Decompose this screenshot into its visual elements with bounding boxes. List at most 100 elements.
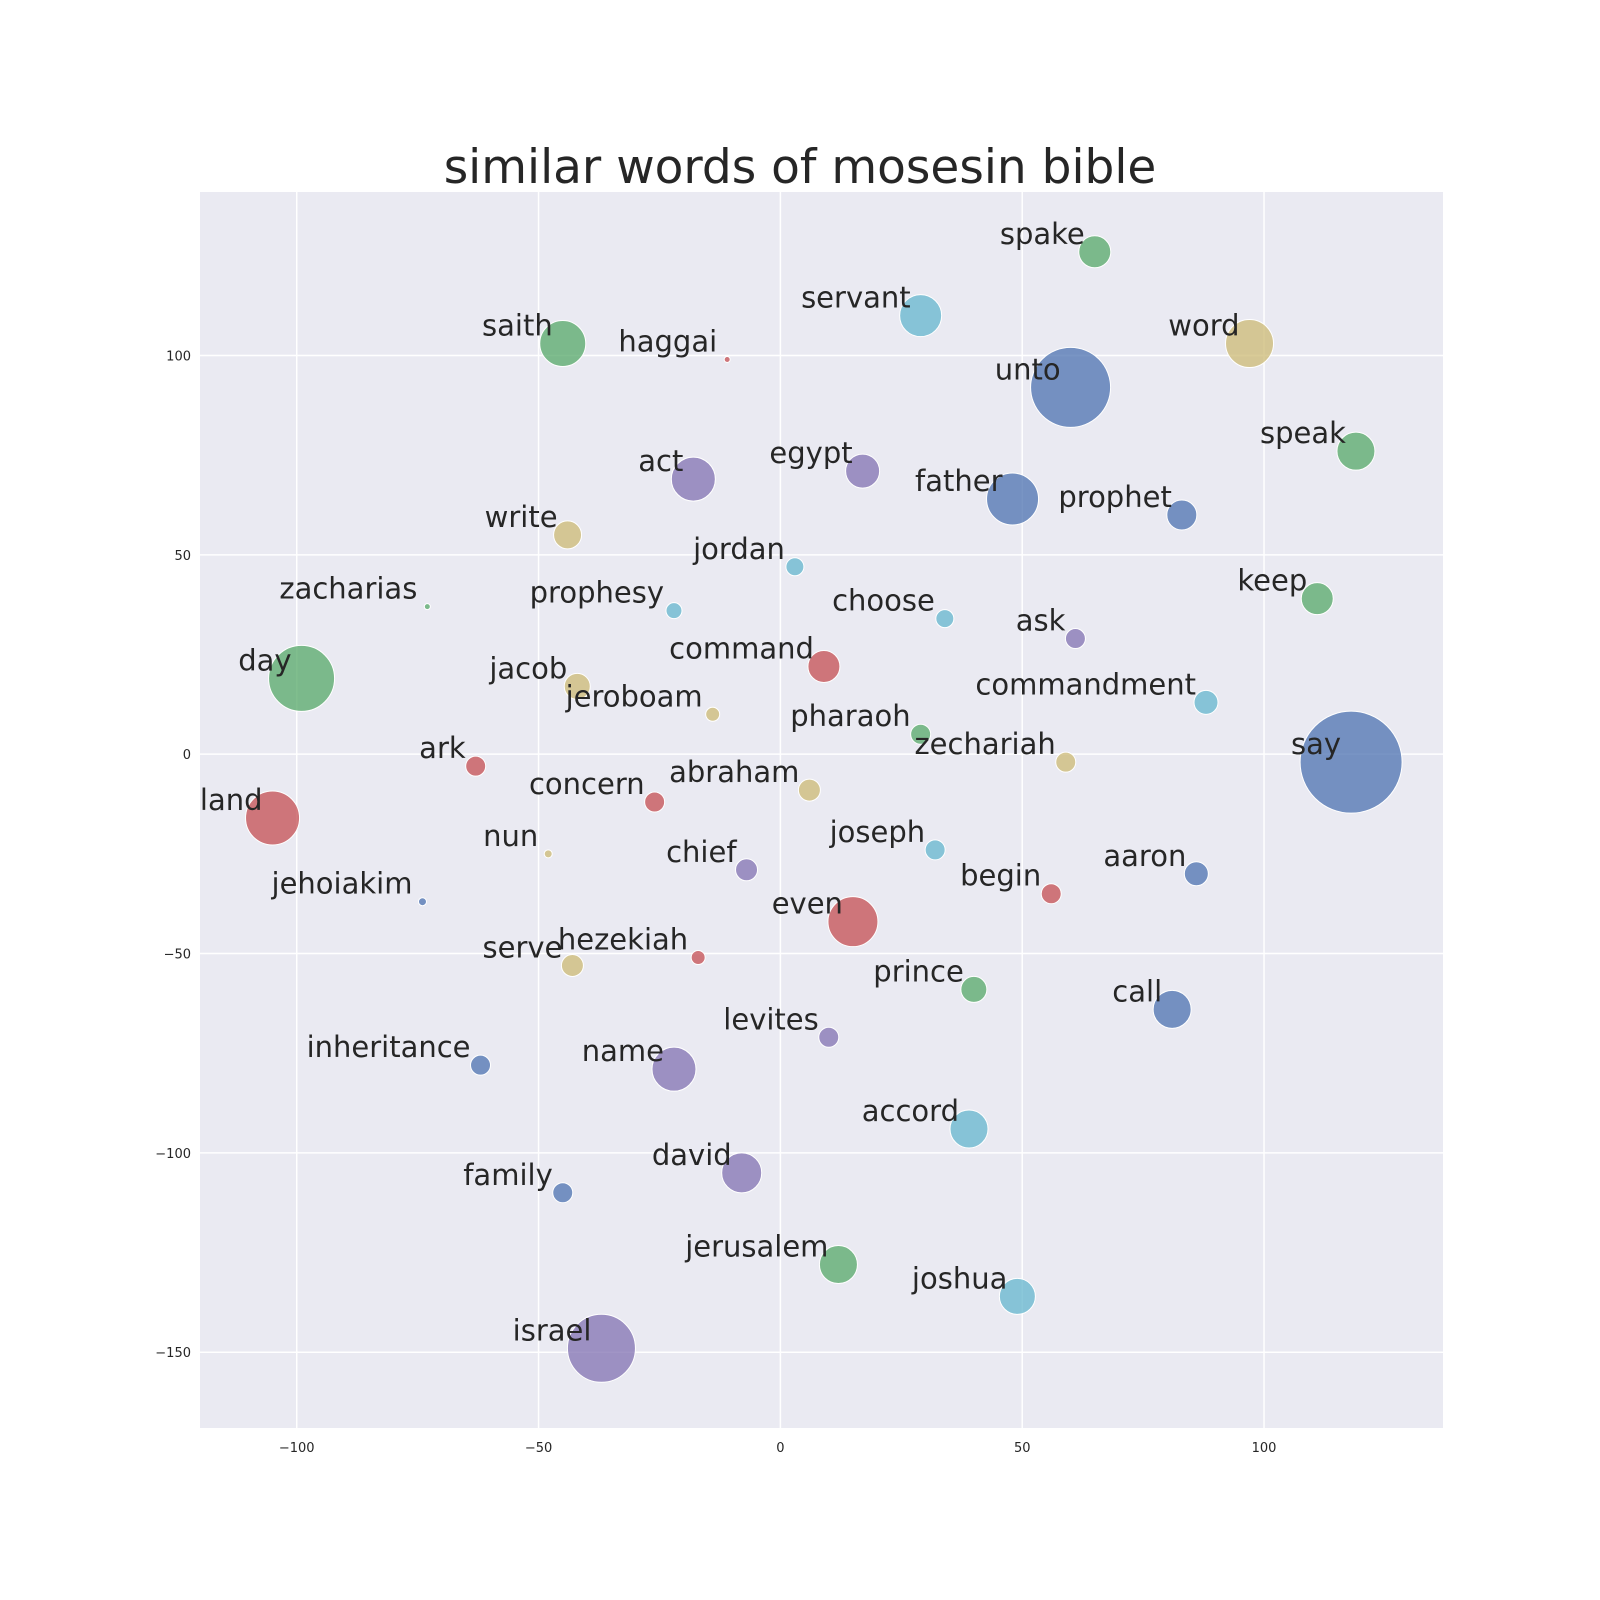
word-label-prophesy: prophesy xyxy=(530,576,664,610)
point-jehoiakim xyxy=(417,897,427,907)
point-command xyxy=(807,649,841,683)
point-prophesy xyxy=(665,602,683,620)
point-concern xyxy=(644,791,666,813)
word-label-levites: levites xyxy=(723,1002,818,1036)
word-label-unto: unto xyxy=(995,352,1061,386)
word-label-land: land xyxy=(200,783,263,817)
y-tick-label: 100 xyxy=(166,349,191,364)
word-label-prophet: prophet xyxy=(1058,480,1171,514)
chart-title: similar words of mosesin bible xyxy=(444,140,1157,195)
y-tick-label: −100 xyxy=(155,1147,191,1162)
point-ark xyxy=(465,755,487,777)
point-act xyxy=(670,456,716,502)
point-israel xyxy=(566,1313,636,1383)
word-labels: spake servant saith haggai word unto speak act e… xyxy=(200,217,1346,1347)
point-nun xyxy=(543,849,553,859)
grid-lines xyxy=(200,192,1443,1428)
word-label-inheritance: inheritance xyxy=(307,1030,471,1064)
point-say xyxy=(1299,710,1403,814)
word-label-hezekiah: hezekiah xyxy=(558,923,688,957)
word-label-jeroboam: jeroboam xyxy=(565,679,703,713)
word-label-day: day xyxy=(238,643,291,677)
word-label-jordan: jordan xyxy=(692,532,785,566)
point-begin xyxy=(1040,883,1062,905)
point-jacob xyxy=(563,672,591,700)
point-saith xyxy=(539,320,587,368)
word-label-nun: nun xyxy=(483,819,538,853)
word-label-jehoiakim: jehoiakim xyxy=(271,867,413,901)
point-choose xyxy=(935,609,955,629)
point-spake xyxy=(1078,235,1112,269)
point-serve xyxy=(560,953,584,977)
word-label-command: command xyxy=(669,631,814,665)
word-label-write: write xyxy=(485,500,558,534)
word-label-family: family xyxy=(463,1158,553,1192)
word-label-ask: ask xyxy=(1016,604,1066,638)
point-even xyxy=(827,896,879,948)
point-word xyxy=(1225,319,1275,369)
point-land xyxy=(245,790,301,846)
point-unto xyxy=(1030,346,1112,428)
point-inheritance xyxy=(470,1054,492,1076)
point-jeroboam xyxy=(705,706,721,722)
point-prophet xyxy=(1166,499,1198,531)
word-label-abraham: abraham xyxy=(669,755,799,789)
word-label-commandment: commandment xyxy=(975,667,1196,701)
point-zacharias xyxy=(423,603,431,611)
point-write xyxy=(553,520,583,550)
word-label-prince: prince xyxy=(873,954,964,988)
word-label-spake: spake xyxy=(1000,217,1085,251)
point-abraham xyxy=(797,778,821,802)
point-levites xyxy=(818,1026,840,1048)
x-tick-label: 50 xyxy=(1014,1441,1031,1456)
point-david xyxy=(721,1152,763,1194)
word-label-begin: begin xyxy=(960,859,1041,893)
word-label-name: name xyxy=(582,1034,664,1068)
word-label-concern: concern xyxy=(529,767,645,801)
word-label-speak: speak xyxy=(1260,416,1346,450)
word-label-accord: accord xyxy=(862,1094,959,1128)
y-tick-label: 50 xyxy=(174,549,191,564)
point-jerusalem xyxy=(818,1245,858,1285)
plot-area xyxy=(200,192,1443,1428)
point-prince xyxy=(960,975,988,1003)
word-label-choose: choose xyxy=(832,584,935,618)
word-label-egypt: egypt xyxy=(769,436,852,470)
word-label-say: say xyxy=(1291,727,1341,761)
word-label-israel: israel xyxy=(513,1313,592,1347)
point-joseph xyxy=(924,839,946,861)
point-speak xyxy=(1336,431,1376,471)
point-day xyxy=(268,644,336,712)
word-label-father: father xyxy=(915,464,1003,498)
word-label-servant: servant xyxy=(801,281,911,315)
word-label-act: act xyxy=(638,444,683,478)
point-keep xyxy=(1300,582,1334,616)
word-label-zechariah: zechariah xyxy=(914,727,1055,761)
point-jordan xyxy=(785,557,805,577)
y-tick-label: −150 xyxy=(155,1346,191,1361)
word-label-saith: saith xyxy=(482,309,553,343)
x-tick-label: 100 xyxy=(1252,1441,1277,1456)
point-chief xyxy=(735,858,759,882)
word-label-jacob: jacob xyxy=(488,651,567,685)
point-joshua xyxy=(998,1277,1036,1315)
word-label-jerusalem: jerusalem xyxy=(684,1230,828,1264)
word-label-ark: ark xyxy=(419,731,466,765)
point-father xyxy=(986,472,1040,526)
word-label-call: call xyxy=(1112,974,1162,1008)
word-label-chief: chief xyxy=(666,835,737,869)
data-points xyxy=(245,235,1403,1383)
point-commandment xyxy=(1193,689,1219,715)
x-tick-label: −100 xyxy=(279,1441,315,1456)
point-servant xyxy=(899,294,943,338)
word-label-david: david xyxy=(652,1138,732,1172)
x-tick-label: −50 xyxy=(525,1441,552,1456)
word-label-serve: serve xyxy=(483,930,563,964)
word-label-haggai: haggai xyxy=(618,324,717,358)
word-label-even: even xyxy=(772,887,843,921)
y-tick-label: 0 xyxy=(183,748,191,763)
point-ask xyxy=(1064,628,1086,650)
point-egypt xyxy=(845,453,881,489)
point-haggai xyxy=(723,355,731,363)
